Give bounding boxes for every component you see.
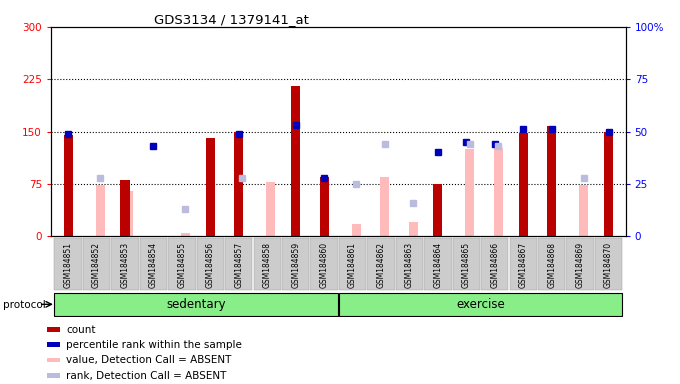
Bar [579, 185, 588, 236]
Bar [120, 180, 129, 236]
Text: GDS3134 / 1379141_at: GDS3134 / 1379141_at [154, 13, 309, 26]
Bar [465, 149, 475, 236]
Text: percentile rank within the sample: percentile rank within the sample [66, 340, 242, 350]
Bar [566, 238, 594, 290]
Text: GSM184854: GSM184854 [149, 242, 158, 288]
Bar [519, 133, 528, 236]
Bar [352, 223, 360, 236]
Bar [124, 191, 133, 236]
Text: GSM184858: GSM184858 [262, 242, 272, 288]
Text: GSM184852: GSM184852 [92, 242, 101, 288]
Bar [424, 238, 452, 290]
Text: exercise: exercise [456, 298, 505, 311]
Text: GSM184866: GSM184866 [490, 242, 499, 288]
Bar [320, 177, 328, 236]
Text: GSM184868: GSM184868 [547, 242, 556, 288]
Text: GSM184865: GSM184865 [462, 242, 471, 288]
Bar [254, 238, 281, 290]
Bar [396, 238, 423, 290]
Bar [168, 238, 196, 290]
Bar [311, 238, 338, 290]
Bar [206, 139, 215, 236]
Bar [63, 135, 73, 236]
Bar [181, 233, 190, 236]
Bar [54, 238, 82, 290]
Bar [267, 182, 275, 236]
Bar [47, 327, 60, 332]
Text: GSM184853: GSM184853 [120, 242, 129, 288]
Bar [509, 238, 537, 290]
Bar [494, 148, 503, 236]
Text: GSM184857: GSM184857 [234, 242, 243, 288]
Bar [291, 86, 300, 236]
Bar [538, 238, 565, 290]
Bar [225, 238, 252, 290]
Text: GSM184862: GSM184862 [377, 242, 386, 288]
Text: rank, Detection Call = ABSENT: rank, Detection Call = ABSENT [66, 371, 226, 381]
Bar [433, 184, 443, 236]
Bar [409, 222, 418, 236]
Bar [47, 358, 60, 362]
Bar [112, 238, 139, 290]
Bar [339, 238, 366, 290]
Bar [140, 238, 167, 290]
Bar [380, 177, 389, 236]
Bar [604, 131, 613, 236]
Text: sedentary: sedentary [166, 298, 226, 311]
Bar [83, 238, 110, 290]
Text: GSM184855: GSM184855 [177, 242, 186, 288]
Text: GSM184861: GSM184861 [348, 242, 357, 288]
Bar [282, 238, 309, 290]
Text: GSM184851: GSM184851 [63, 242, 73, 288]
Text: GSM184856: GSM184856 [206, 242, 215, 288]
Bar [54, 293, 338, 316]
Bar [339, 293, 622, 316]
Text: GSM184870: GSM184870 [604, 242, 613, 288]
Bar [47, 342, 60, 347]
Bar [234, 131, 243, 236]
Bar [481, 238, 509, 290]
Text: GSM184864: GSM184864 [433, 242, 443, 288]
Bar [547, 126, 556, 236]
Text: value, Detection Call = ABSENT: value, Detection Call = ABSENT [66, 355, 232, 365]
Text: GSM184860: GSM184860 [320, 242, 328, 288]
Text: protocol: protocol [3, 300, 46, 310]
Text: GSM184863: GSM184863 [405, 242, 414, 288]
Text: count: count [66, 325, 96, 335]
Bar [197, 238, 224, 290]
Bar [96, 185, 105, 236]
Text: GSM184869: GSM184869 [575, 242, 585, 288]
Bar [367, 238, 394, 290]
Bar [453, 238, 480, 290]
Bar [595, 238, 622, 290]
Bar [47, 373, 60, 378]
Text: GSM184859: GSM184859 [291, 242, 300, 288]
Text: GSM184867: GSM184867 [519, 242, 528, 288]
